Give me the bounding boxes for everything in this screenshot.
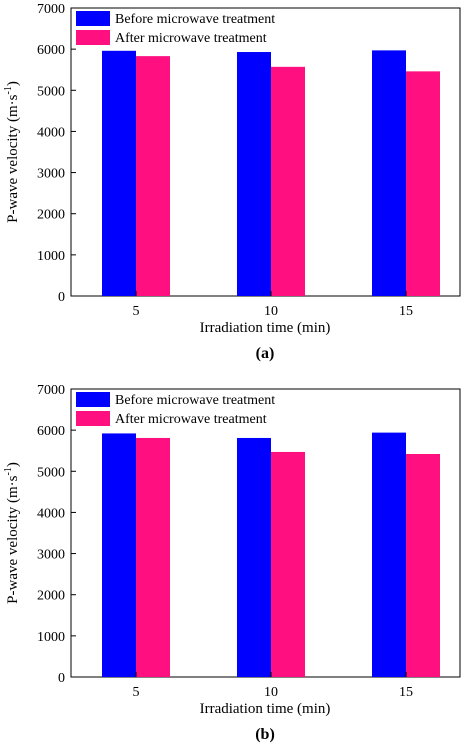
y-tick-label: 0 (58, 290, 65, 305)
y-tick-label: 1000 (37, 630, 65, 645)
legend-entry: After microwave treatment (115, 31, 267, 46)
legend: Before microwave treatment After microwav… (76, 392, 275, 427)
legend-swatch (76, 11, 110, 26)
bar-marks (102, 50, 440, 297)
x-tick-label: 10 (264, 304, 278, 319)
y-axis-label-main: P-wave velocity (m·s (5, 94, 21, 222)
chart-panel-b: 0 1000 2000 3000 4000 5000 6000 7000 5 10 15 Befo… (3, 383, 461, 743)
y-tick-label: 3000 (37, 167, 65, 182)
x-tick-label: 5 (133, 304, 140, 319)
y-tick-label: 0 (58, 671, 65, 686)
chart-panel-a: 0 1000 2000 3000 4000 5000 6000 7000 5 10 15 Befo… (3, 2, 461, 362)
y-axis: 0 1000 2000 3000 4000 5000 6000 7000 (37, 383, 76, 686)
bar-after-5 (136, 437, 170, 677)
y-axis-label-superscript: -1 (3, 86, 14, 94)
panel-label: (b) (255, 726, 275, 743)
panel-label: (a) (256, 345, 275, 362)
legend-swatch (76, 411, 110, 426)
x-tick-label: 15 (399, 304, 413, 319)
bar-after-10 (271, 451, 305, 677)
y-tick-label: 6000 (37, 43, 65, 58)
y-axis-label: P-wave velocity (m·s-1) (3, 462, 21, 604)
legend: Before microwave treatment After microwav… (76, 11, 275, 46)
y-tick-label: 7000 (37, 383, 65, 398)
y-tick-label: 6000 (37, 424, 65, 439)
y-tick-label: 1000 (37, 249, 65, 264)
x-axis-label: Irradiation time (min) (200, 320, 331, 336)
y-tick-label: 4000 (37, 506, 65, 521)
bar-before-5 (102, 433, 136, 677)
y-tick-label: 2000 (37, 208, 65, 223)
bar-before-15 (372, 50, 406, 297)
bar-before-15 (372, 432, 406, 677)
y-axis-label-main: P-wave velocity (m·s (5, 475, 21, 603)
bar-before-10 (237, 52, 271, 296)
bar-after-15 (406, 454, 440, 677)
x-axis: 5 10 15 (133, 291, 413, 319)
bar-marks (102, 432, 440, 677)
x-tick-label: 10 (264, 685, 278, 700)
y-axis-label-superscript: -1 (3, 467, 14, 475)
y-axis-label-close: ) (5, 462, 21, 467)
legend-entry: Before microwave treatment (115, 393, 275, 408)
y-tick-label: 5000 (37, 465, 65, 480)
legend-entry: After microwave treatment (115, 412, 267, 427)
y-tick-label: 5000 (37, 84, 65, 99)
x-tick-label: 15 (399, 685, 413, 700)
y-axis-label-close: ) (5, 81, 21, 86)
legend-swatch (76, 30, 110, 45)
y-tick-label: 4000 (37, 125, 65, 140)
bar-before-5 (102, 50, 136, 296)
x-axis-label: Irradiation time (min) (200, 701, 331, 717)
legend-entry: Before microwave treatment (115, 12, 275, 27)
bar-after-5 (136, 56, 170, 296)
y-tick-label: 3000 (37, 548, 65, 563)
y-axis: 0 1000 2000 3000 4000 5000 6000 7000 (37, 2, 76, 305)
y-tick-label: 7000 (37, 2, 65, 17)
bar-after-10 (271, 66, 305, 296)
x-axis: 5 10 15 (133, 672, 413, 700)
legend-swatch (76, 392, 110, 407)
y-tick-label: 2000 (37, 589, 65, 604)
y-axis-label: P-wave velocity (m·s-1) (3, 81, 21, 223)
bar-before-10 (237, 437, 271, 677)
bar-after-15 (406, 71, 440, 296)
x-tick-label: 5 (133, 685, 140, 700)
